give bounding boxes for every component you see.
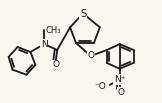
Text: N⁺: N⁺ — [114, 75, 125, 84]
Text: O: O — [117, 88, 124, 97]
Text: O: O — [87, 51, 94, 60]
Text: N: N — [41, 40, 48, 49]
Text: S: S — [80, 9, 86, 19]
Text: ⁻O: ⁻O — [94, 82, 106, 91]
Text: CH₃: CH₃ — [45, 26, 61, 35]
Text: O: O — [53, 60, 60, 69]
